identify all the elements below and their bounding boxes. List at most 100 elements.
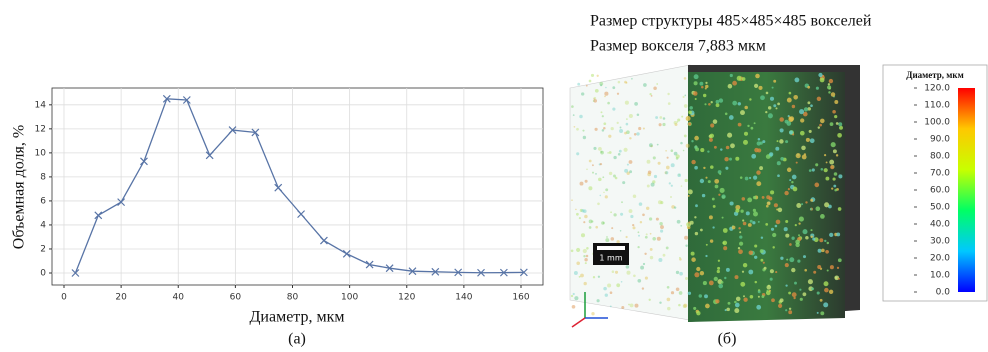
speckle [800, 118, 804, 122]
speckle [695, 147, 699, 151]
speckle [704, 103, 706, 105]
speckle [643, 263, 645, 265]
speckle [723, 228, 728, 233]
speckle [829, 290, 833, 294]
y-tick-label: 10 [35, 148, 47, 158]
speckle [785, 309, 787, 311]
speckle [665, 150, 667, 152]
speckle [745, 177, 749, 181]
speckle [691, 252, 695, 256]
speckle [605, 188, 608, 191]
speckle [707, 150, 709, 152]
speckle [769, 152, 773, 156]
speckle [793, 187, 798, 192]
speckle [728, 84, 733, 89]
speckle [624, 132, 627, 135]
speckle [703, 281, 707, 285]
speckle [789, 308, 791, 310]
speckle [700, 179, 704, 183]
speckle [589, 160, 592, 163]
speckle [621, 281, 623, 283]
speckle [703, 94, 706, 97]
speckle [680, 225, 682, 227]
speckle [815, 163, 818, 166]
speckle [831, 92, 835, 96]
speckle [709, 280, 714, 285]
speckle [583, 136, 586, 139]
speckle [730, 143, 735, 148]
speckle [640, 266, 644, 270]
speckle [691, 257, 696, 262]
speckle [650, 248, 653, 251]
speckle [667, 93, 669, 95]
y-tick-label: 2 [40, 244, 46, 254]
speckle [718, 284, 723, 289]
speckle [732, 226, 736, 230]
speckle [681, 185, 683, 187]
speckle [834, 172, 838, 176]
speckle [772, 233, 776, 237]
speckle [749, 98, 751, 100]
speckle [786, 121, 791, 126]
speckle [830, 165, 834, 169]
speckle [792, 105, 795, 108]
speckle [815, 206, 820, 211]
colorbar-tick-label: 70.0 [930, 169, 950, 179]
speckle [688, 292, 691, 295]
speckle [684, 104, 688, 108]
speckle [685, 179, 688, 182]
speckle [610, 305, 612, 307]
speckle [572, 305, 576, 309]
speckle [602, 129, 605, 132]
speckle [583, 255, 585, 257]
speckle [806, 138, 810, 142]
speckle [605, 294, 608, 297]
speckle [704, 294, 708, 298]
speckle [574, 126, 576, 128]
speckle [751, 127, 754, 130]
speckle [605, 238, 609, 242]
speckle [658, 258, 662, 262]
speckle [743, 140, 748, 145]
speckle [807, 86, 810, 89]
colorbar-tick-label: 80.0 [930, 152, 950, 162]
speckle [729, 158, 732, 161]
speckle [810, 138, 815, 143]
speckle [654, 175, 657, 178]
speckle [671, 163, 675, 167]
speckle [785, 220, 788, 223]
speckle [649, 299, 651, 301]
speckle [616, 240, 619, 243]
speckle [646, 233, 648, 235]
speckle [688, 189, 693, 194]
speckle [750, 220, 753, 223]
speckle [748, 223, 752, 227]
speckle [758, 290, 761, 293]
scale-bar-label: 1 mm [599, 254, 622, 263]
speckle [838, 207, 842, 211]
speckle [629, 160, 633, 164]
speckle [789, 116, 792, 119]
speckle [620, 213, 623, 216]
speckle [730, 74, 733, 77]
speckle [585, 262, 587, 264]
speckle [576, 213, 579, 216]
speckle [573, 293, 575, 295]
speckle [810, 208, 812, 210]
data-point [343, 250, 350, 257]
speckle [593, 276, 595, 278]
speckle [821, 168, 824, 171]
speckle [705, 304, 710, 309]
speckle [828, 83, 830, 85]
speckle [653, 156, 656, 159]
speckle [804, 269, 807, 272]
speckle [638, 127, 641, 130]
speckle [771, 298, 775, 302]
speckle [616, 283, 620, 287]
speckle [837, 133, 842, 138]
caption: (б) [718, 331, 737, 348]
speckle [789, 257, 794, 262]
speckle [700, 229, 703, 232]
speckle [768, 113, 773, 118]
speckle [812, 238, 815, 241]
